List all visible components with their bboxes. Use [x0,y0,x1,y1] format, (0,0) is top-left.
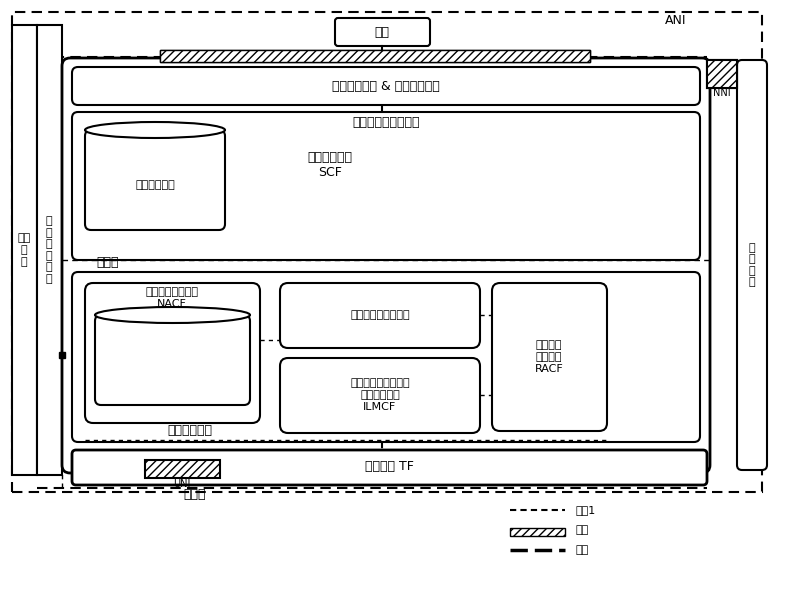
Text: 移动性管理控制功能: 移动性管理控制功能 [350,310,410,320]
Text: 业务用户配置: 业务用户配置 [135,180,175,190]
Text: NNI: NNI [713,88,731,98]
Bar [37,25,62,475]
Bar [145,460,220,478]
Text: 其
它
网
络: 其 它 网 络 [749,242,755,287]
Text: 管理
功
能: 管理 功 能 [18,234,30,267]
FancyBboxPatch shape [72,450,707,485]
Bar [707,60,737,88]
FancyBboxPatch shape [62,58,710,473]
Bar [12,25,37,475]
Text: 应用支持功能 & 业务支持功能: 应用支持功能 & 业务支持功能 [332,80,440,93]
Ellipse shape [85,122,225,138]
Text: 身份标识与位置分离
映射控制功能
ILMCF: 身份标识与位置分离 映射控制功能 ILMCF [350,378,410,412]
Bar [510,528,565,536]
Bar [160,50,590,62]
Bar [12,12,762,492]
FancyBboxPatch shape [72,67,700,105]
FancyBboxPatch shape [72,112,700,260]
Bar [145,460,220,478]
Text: 控制1: 控制1 [575,505,595,515]
FancyBboxPatch shape [95,315,250,405]
Text: 传输用户配置: 传输用户配置 [153,360,192,370]
FancyBboxPatch shape [280,358,480,433]
Text: 网络附着控制功能
NACF: 网络附着控制功能 NACF [146,287,198,309]
FancyBboxPatch shape [72,272,700,442]
Text: 终
端
用
户
功
能: 终 端 用 户 功 能 [46,216,52,284]
Text: 传输控制功能: 传输控制功能 [167,424,213,437]
FancyBboxPatch shape [85,283,260,423]
Text: 业务控制功能
SCF: 业务控制功能 SCF [307,151,353,179]
Text: 应用: 应用 [374,25,390,38]
Text: ANI: ANI [665,14,686,27]
Text: 传输层: 传输层 [184,487,206,500]
Text: 管理: 管理 [575,545,588,555]
Text: 资源接纳
控制功能
RACF: 资源接纳 控制功能 RACF [534,340,563,373]
Text: 业务控制和传送功能: 业务控制和传送功能 [352,116,420,129]
Text: 媒体: 媒体 [575,525,588,535]
FancyBboxPatch shape [335,18,430,46]
FancyBboxPatch shape [492,283,607,431]
Text: UNI: UNI [174,479,190,489]
FancyBboxPatch shape [737,60,767,470]
Text: 业务层: 业务层 [97,257,119,270]
FancyBboxPatch shape [280,283,480,348]
Text: 传输功能 TF: 传输功能 TF [365,461,414,474]
Bar [707,60,737,88]
FancyBboxPatch shape [85,130,225,230]
Bar [160,50,590,62]
Ellipse shape [95,307,250,323]
